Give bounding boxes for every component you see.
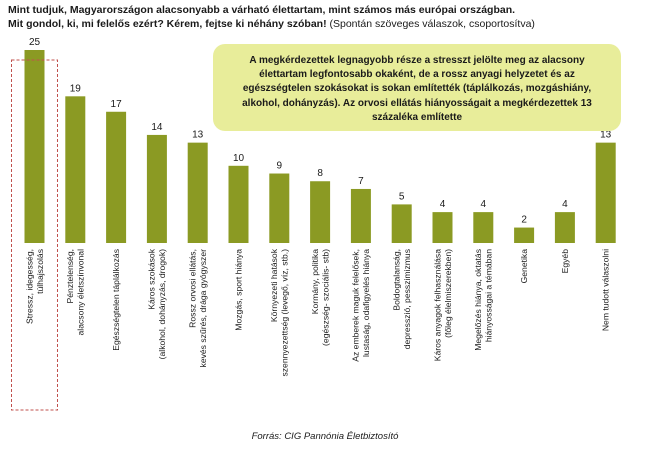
category-label-4: Káros szokások (alkohol, dohányzás, drogo… [147, 248, 168, 359]
bar-10 [391, 204, 412, 243]
category-label-line: Rossz orvosi ellátás, [187, 249, 197, 328]
bar-6 [228, 165, 249, 243]
bar-9 [350, 188, 371, 243]
category-label-line: Genetika [519, 249, 529, 284]
category-label-7: Környezeti hatások szennyezettség (levegő… [269, 248, 290, 376]
category-label-line: Stressz, idegesség, [24, 249, 34, 324]
category-label-1: Stressz, idegesség, túlhajszolás [24, 249, 45, 324]
value-label-15: 13 [600, 130, 612, 141]
value-label-12: 4 [481, 199, 487, 210]
bar-1 [24, 50, 45, 243]
category-label-13: Genetika [519, 249, 529, 284]
title-line-2: Mit gondol, ki, mi felelős ezért? Kérem,… [8, 17, 648, 31]
bar-4 [146, 134, 167, 243]
category-label-15: Nem tudott válaszolni [601, 249, 611, 331]
value-label-13: 2 [521, 215, 527, 226]
title-question: Mit gondol, ki, mi felelős ezért? Kérem,… [8, 18, 327, 30]
bar-14 [554, 212, 575, 243]
value-label-1: 25 [29, 37, 41, 48]
category-label-10: Boldogtalanság, depresszió, pesszimizmus [391, 249, 412, 349]
value-label-3: 17 [111, 99, 123, 110]
category-label-line: (egészség- szociális- stb) [320, 249, 330, 346]
category-label-line: Boldogtalanság, [391, 249, 401, 311]
category-label-line: túlhajszolás [35, 249, 45, 294]
category-label-8: Kormány, politika (egészség- szociális- s… [310, 249, 331, 346]
category-label-5: Rossz orvosi ellátás, kevés szűrés, drága… [187, 249, 208, 368]
category-label-line: alacsony életszínvonal [76, 249, 86, 336]
category-label-line: Kormány, politika [310, 249, 320, 314]
value-label-14: 4 [562, 199, 568, 210]
highlight-box [11, 59, 58, 411]
category-label-line: Egészségtelen táplálkozás [111, 249, 121, 351]
category-label-line: Mozgás, sport hiánya [234, 249, 244, 331]
category-label-12: Megelőzés hiánya, oktatás hiányosságai a … [473, 249, 494, 351]
chart-title: Mint tudjuk, Magyarországon alacsonyabb … [8, 3, 648, 31]
bar-7 [269, 173, 290, 243]
bar-12 [473, 212, 494, 243]
summary-callout: A megkérdezettek legnagyobb része a stre… [213, 44, 621, 131]
category-label-line: (alkohol, dohányzás, drogok) [157, 249, 167, 359]
category-label-line: Pénztelenség, [65, 249, 75, 303]
title-note: (Spontán szöveges válaszok, csoportosítv… [326, 18, 535, 30]
bar-11 [432, 212, 453, 243]
category-label-2: Pénztelenség, alacsony életszínvonal [65, 249, 86, 336]
category-label-line: (főleg élelmiszerekben) [443, 249, 453, 338]
bar-8 [310, 181, 331, 243]
source-note: Forrás: CIG Pannónia Életbiztosító [251, 431, 399, 442]
category-label-6: Mozgás, sport hiánya [234, 249, 244, 331]
value-label-5: 13 [192, 130, 204, 141]
category-label-3: Egészségtelen táplálkozás [111, 249, 121, 351]
value-label-9: 7 [358, 176, 364, 187]
category-label-line: Megelőzés hiánya, oktatás [473, 249, 483, 351]
category-label-line: Káros szokások [147, 248, 157, 309]
bar-3 [106, 111, 127, 243]
bar-15 [595, 142, 616, 243]
category-label-line: kevés szűrés, drága gyógyszer [198, 249, 208, 368]
bar-5 [187, 142, 208, 243]
category-label-line: Az emberek maguk felelősek, [351, 249, 361, 362]
category-label-line: Nem tudott válaszolni [601, 249, 611, 331]
value-label-11: 4 [440, 199, 446, 210]
title-line-1: Mint tudjuk, Magyarországon alacsonyabb … [8, 4, 516, 16]
category-label-line: lustaság, odafigyelés hiánya [361, 249, 371, 357]
category-label-line: Egyéb [560, 249, 570, 274]
bar-13 [514, 227, 535, 243]
value-label-7: 9 [277, 161, 283, 172]
value-label-4: 14 [151, 122, 163, 133]
category-label-line: Környezeti hatások [269, 248, 279, 322]
value-label-6: 10 [233, 153, 245, 164]
value-label-8: 8 [317, 168, 323, 179]
category-label-11: Káros anyagok felhasználása (főleg élelmi… [432, 249, 453, 361]
category-label-line: depresszió, pesszimizmus [402, 249, 412, 349]
category-label-line: szennyezettség (levegő, víz, stb.) [280, 249, 290, 377]
value-label-2: 19 [70, 83, 82, 94]
category-label-line: hiányosságai a témában [484, 249, 494, 342]
category-label-9: Az emberek maguk felelősek, lustaság, oda… [351, 249, 372, 362]
bar-2 [65, 96, 86, 243]
category-label-14: Egyéb [560, 249, 570, 274]
category-label-line: Káros anyagok felhasználása [432, 249, 442, 361]
value-label-10: 5 [399, 191, 405, 202]
